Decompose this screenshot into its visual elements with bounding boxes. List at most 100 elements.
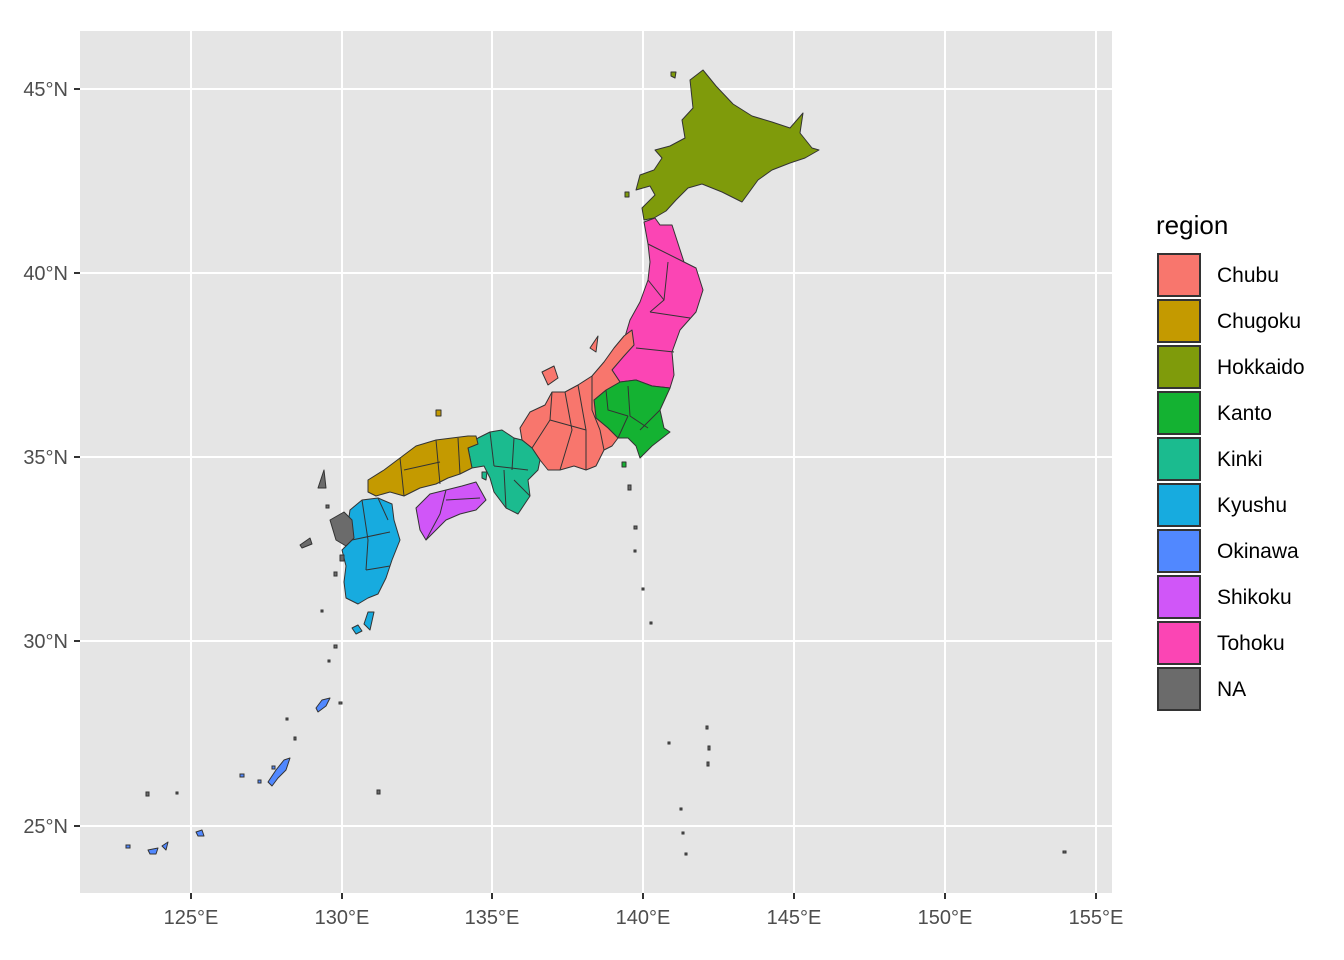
legend-label-hokkaido: Hokkaido [1217, 356, 1305, 379]
legend-label-shikoku: Shikoku [1217, 586, 1292, 609]
island-shape [706, 761, 710, 767]
island-shape [320, 609, 324, 613]
island-shape [667, 741, 671, 745]
prefecture-shape [481, 471, 488, 481]
prefecture-shape [589, 335, 599, 353]
island-shape [633, 549, 637, 553]
legend-label-kyushu: Kyushu [1217, 494, 1287, 517]
x-tick-label: 130°E [315, 907, 370, 929]
region-kinki [467, 429, 541, 515]
island-shape [376, 789, 381, 795]
prefecture-shape [435, 409, 442, 417]
legend-key-kanto [1157, 391, 1201, 435]
island-shape [338, 701, 343, 705]
island-shape [257, 779, 262, 784]
island-shape [293, 736, 297, 741]
prefecture-borders [635, 243, 691, 353]
island-shape [641, 587, 645, 591]
island-shape [285, 717, 289, 721]
legend-key-shikoku [1157, 575, 1201, 619]
prefecture-borders [351, 497, 391, 571]
island-shape [705, 725, 709, 730]
prefecture-shape [363, 611, 375, 631]
prefecture-shape [317, 469, 327, 489]
y-axis-labels: 45°N 40°N 35°N 30°N 25°N [23, 79, 68, 838]
prefecture-shape [624, 191, 630, 198]
prefecture-borders [605, 385, 661, 439]
legend-label-okinawa: Okinawa [1217, 540, 1299, 563]
legend-items: Chubu Chugoku Hokkaido Kanto Kinki Kyushu Okin… [1157, 253, 1305, 711]
legend-key-chubu [1157, 253, 1201, 297]
prefecture-shape [299, 537, 313, 549]
prefecture-shape [351, 624, 363, 635]
region-kanto [593, 379, 671, 468]
legend-key-na [1157, 667, 1201, 711]
island-shape [239, 773, 245, 778]
prefecture-borders [531, 376, 605, 471]
island-shape [145, 791, 150, 797]
region-chubu [519, 329, 635, 471]
island-shape [125, 844, 131, 849]
y-tick-label: 45°N [23, 79, 68, 101]
legend-label-tohoku: Tohoku [1217, 632, 1285, 655]
region-chugoku [367, 409, 479, 497]
y-tick-label: 35°N [23, 447, 68, 469]
island-shape [681, 831, 685, 835]
region-na [145, 469, 1067, 856]
y-tick-label: 40°N [23, 263, 68, 285]
legend-key-chugoku [1157, 299, 1201, 343]
x-tick-label: 125°E [164, 907, 219, 929]
region-shikoku [415, 481, 487, 541]
island-shape [684, 852, 688, 856]
prefecture-shape [161, 841, 169, 851]
prefecture-shape [341, 497, 401, 605]
legend-label-na: NA [1217, 678, 1246, 701]
y-tick-label: 30°N [23, 631, 68, 653]
legend-key-tohoku [1157, 621, 1201, 665]
axis-ticks [74, 88, 1097, 899]
prefecture-shape [147, 847, 159, 855]
island-shape [333, 571, 338, 577]
prefecture-shape [670, 71, 677, 79]
island-shape [271, 765, 276, 770]
legend-label-kinki: Kinki [1217, 448, 1263, 471]
island-shape [649, 621, 653, 625]
island-shape [627, 484, 632, 491]
legend-key-kinki [1157, 437, 1201, 481]
prefecture-shape [635, 69, 820, 221]
x-tick-label: 135°E [465, 907, 520, 929]
prefecture-shape [329, 511, 355, 547]
island-shape [633, 525, 638, 530]
legend-key-hokkaido [1157, 345, 1201, 389]
legend-label-chubu: Chubu [1217, 264, 1279, 287]
region-okinawa [125, 697, 331, 855]
legend-title: region [1156, 210, 1228, 240]
prefecture-shape [195, 829, 205, 837]
legend-key-okinawa [1157, 529, 1201, 573]
x-axis-labels: 125°E 130°E 135°E 140°E 145°E 150°E 155°… [164, 907, 1124, 929]
region-kyushu [341, 497, 401, 635]
y-tick-label: 25°N [23, 816, 68, 838]
legend-label-kanto: Kanto [1217, 402, 1272, 425]
region-hokkaido [624, 69, 820, 221]
prefecture-borders [425, 489, 481, 541]
prefecture-borders [399, 437, 461, 497]
prefecture-shape [339, 554, 345, 562]
prefecture-shape [267, 757, 291, 787]
island-shape [327, 659, 331, 663]
island-shape [333, 644, 338, 649]
prefecture-shape [621, 461, 627, 468]
x-tick-label: 150°E [918, 907, 973, 929]
island-shape [679, 807, 683, 811]
legend: region Chubu Chugoku Hokkaido Kanto Kinki Kyu… [1156, 210, 1305, 711]
prefecture-shape [315, 697, 331, 713]
x-tick-label: 145°E [767, 907, 822, 929]
legend-key-kyushu [1157, 483, 1201, 527]
island-shape [1062, 850, 1067, 854]
prefecture-borders [489, 431, 531, 509]
prefecture-shape [541, 365, 559, 386]
x-tick-label: 140°E [616, 907, 671, 929]
island-shape [175, 791, 179, 795]
x-tick-label: 155°E [1069, 907, 1124, 929]
